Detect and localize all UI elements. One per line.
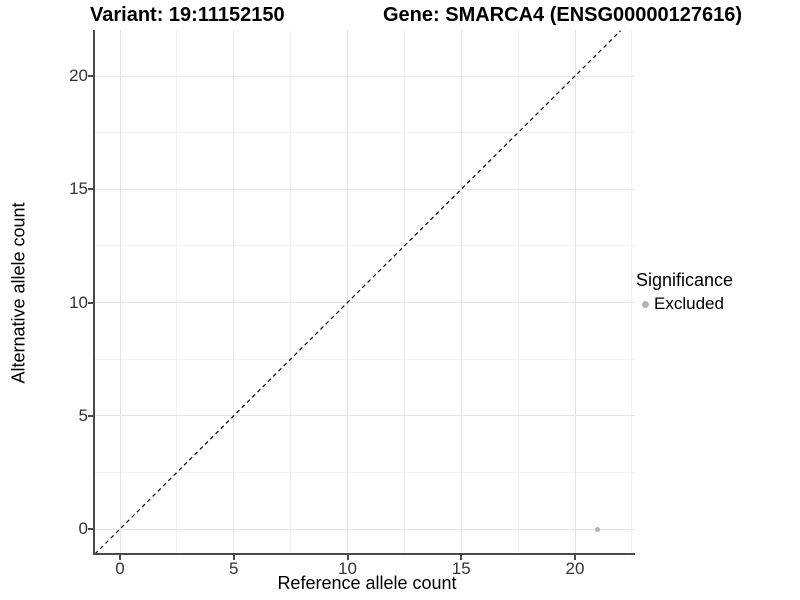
y-minor-gridline — [95, 471, 635, 473]
y-tick-mark — [88, 188, 93, 191]
x-tick-mark — [119, 555, 121, 560]
x-minor-gridline — [290, 30, 292, 554]
y-tick-label: 15 — [69, 179, 88, 199]
y-tick-label: 10 — [69, 292, 88, 312]
x-tick-mark — [232, 555, 235, 560]
y-major-gridline — [95, 302, 635, 303]
y-minor-gridline — [95, 245, 635, 247]
x-tick-label: 0 — [115, 559, 125, 578]
x-major-gridline — [574, 30, 576, 554]
x-major-gridline — [347, 30, 348, 554]
x-tick-label: 15 — [451, 559, 471, 578]
x-axis-title: Reference allele count — [277, 573, 457, 593]
y-tick-label: 20 — [69, 66, 88, 85]
y-tick-mark — [88, 414, 93, 417]
y-tick-mark — [88, 75, 93, 77]
y-tick-mark — [88, 528, 93, 530]
x-major-gridline — [119, 30, 121, 554]
y-axis-line — [93, 30, 95, 555]
legend-key-dot — [642, 300, 649, 308]
y-tick-label: 0 — [78, 519, 88, 538]
x-minor-gridline — [403, 30, 405, 554]
y-axis-title: Alternative allele count — [8, 202, 29, 384]
y-major-gridline — [95, 528, 635, 530]
title-variant: Variant: 19:11152150 — [90, 4, 285, 26]
data-point — [595, 526, 601, 532]
y-minor-gridline — [95, 132, 635, 134]
x-tick-mark — [574, 555, 576, 560]
x-minor-gridline — [631, 30, 633, 554]
x-major-gridline — [460, 30, 462, 554]
x-tick-label: 20 — [565, 559, 585, 578]
x-minor-gridline — [517, 30, 519, 554]
x-tick-mark — [346, 555, 349, 560]
y-major-gridline — [95, 415, 635, 417]
y-minor-gridline — [95, 358, 635, 360]
x-major-gridline — [233, 30, 235, 554]
y-tick-label: 5 — [78, 405, 88, 425]
x-tick-label: 10 — [338, 559, 357, 578]
legend-item-label: Excluded — [654, 294, 724, 313]
y-major-gridline — [95, 188, 635, 190]
y-tick-mark — [88, 301, 93, 304]
legend-item-excluded: Excluded — [636, 294, 733, 314]
legend-title: Significance — [636, 270, 734, 290]
x-tick-label: 5 — [229, 559, 239, 578]
x-tick-mark — [460, 555, 463, 560]
title-gene: Gene: SMARCA4 (ENSG00000127616) — [383, 4, 743, 26]
y-major-gridline — [95, 75, 635, 77]
legend: Significance Excluded — [636, 269, 733, 314]
x-axis-line — [93, 553, 635, 555]
x-minor-gridline — [176, 30, 178, 554]
